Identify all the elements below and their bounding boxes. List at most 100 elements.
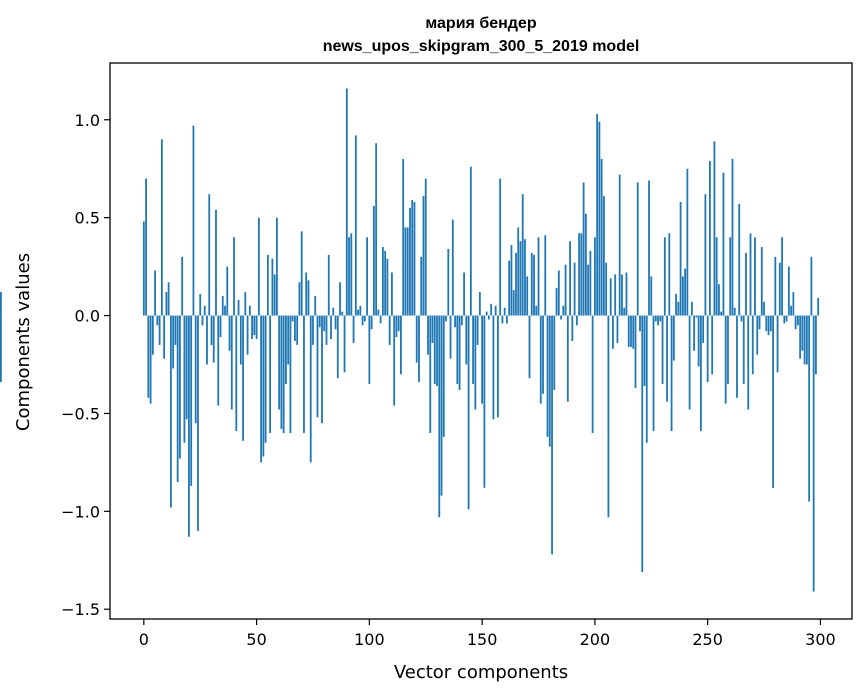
bar [630,315,632,347]
bar [176,315,179,482]
bar [442,315,445,437]
bar [566,315,569,402]
bar [307,280,310,316]
bar [492,315,495,420]
bar [497,315,499,418]
x-tick-label: 300 [805,630,836,649]
bar [645,315,648,443]
bar [494,305,497,316]
x-tick-label: 0 [139,630,149,649]
bar [280,315,283,430]
bar [246,315,249,355]
bar [463,272,465,316]
bar [206,315,208,365]
bar [774,256,777,316]
bar [515,252,517,316]
bar [291,315,294,322]
chart-title: мария бендер [425,15,536,32]
bar [476,315,479,345]
bar [316,315,319,418]
bar [533,254,535,316]
bar [670,315,673,432]
bar [796,315,799,326]
bar [472,315,474,385]
bar [422,196,425,316]
bar [345,88,348,316]
bar [724,315,727,404]
bar [553,315,556,390]
x-tick-label: 100 [354,630,385,649]
x-axis-label: Vector components [394,662,568,683]
bar [359,305,362,316]
bar [228,315,231,351]
bar [801,315,804,351]
bar [772,315,774,488]
y-tick-label: −1.0 [61,502,100,521]
bar [648,180,650,316]
x-tick-label: 50 [246,630,266,649]
bar [641,315,644,573]
bar [451,219,454,316]
bar [799,315,802,359]
bar [314,295,317,316]
bar [709,160,711,316]
bar [778,262,781,316]
x-axis-ticks: 0 50 100 150 200 250 300 [139,619,836,649]
bar [659,315,662,322]
bar [736,315,738,398]
plot-frame [109,62,853,620]
bar [278,315,281,410]
bar [172,315,175,369]
bar [643,315,646,387]
bar [436,315,438,387]
y-tick-label: 1.0 [75,111,100,130]
bar [596,113,599,316]
bar [745,252,747,316]
bar [235,315,238,432]
bar [269,315,272,434]
bar [454,315,456,328]
bar [713,141,716,316]
bar [718,284,720,316]
bar [217,315,220,406]
bar [251,315,253,340]
y-tick-label: −1.5 [61,600,100,619]
bar [598,121,601,316]
bar [490,303,493,316]
bar [341,311,344,316]
bar [501,315,504,324]
bar [580,233,583,316]
bar [483,315,486,488]
bar [569,241,571,316]
bar [627,315,630,347]
bar [794,315,797,330]
bar [474,315,477,410]
bar [449,315,452,359]
bar [634,315,637,388]
bar [503,307,506,316]
bar [377,309,380,316]
bar [366,237,368,316]
bar [530,252,533,316]
bar [548,315,551,447]
x-tick-label: 150 [467,630,498,649]
bar [0,315,2,383]
bar [233,237,235,316]
bar [296,315,299,345]
bar-series [0,88,820,592]
bar [188,315,190,537]
bar [506,315,508,324]
bar [584,213,587,316]
bar [539,315,542,404]
bar [393,315,396,406]
bar [305,272,308,316]
bar [754,237,756,316]
bar [751,315,754,375]
bar [397,315,400,332]
bar [632,315,635,349]
bar [605,262,608,316]
bar [379,315,382,324]
bar [174,315,177,345]
bar [192,125,195,316]
